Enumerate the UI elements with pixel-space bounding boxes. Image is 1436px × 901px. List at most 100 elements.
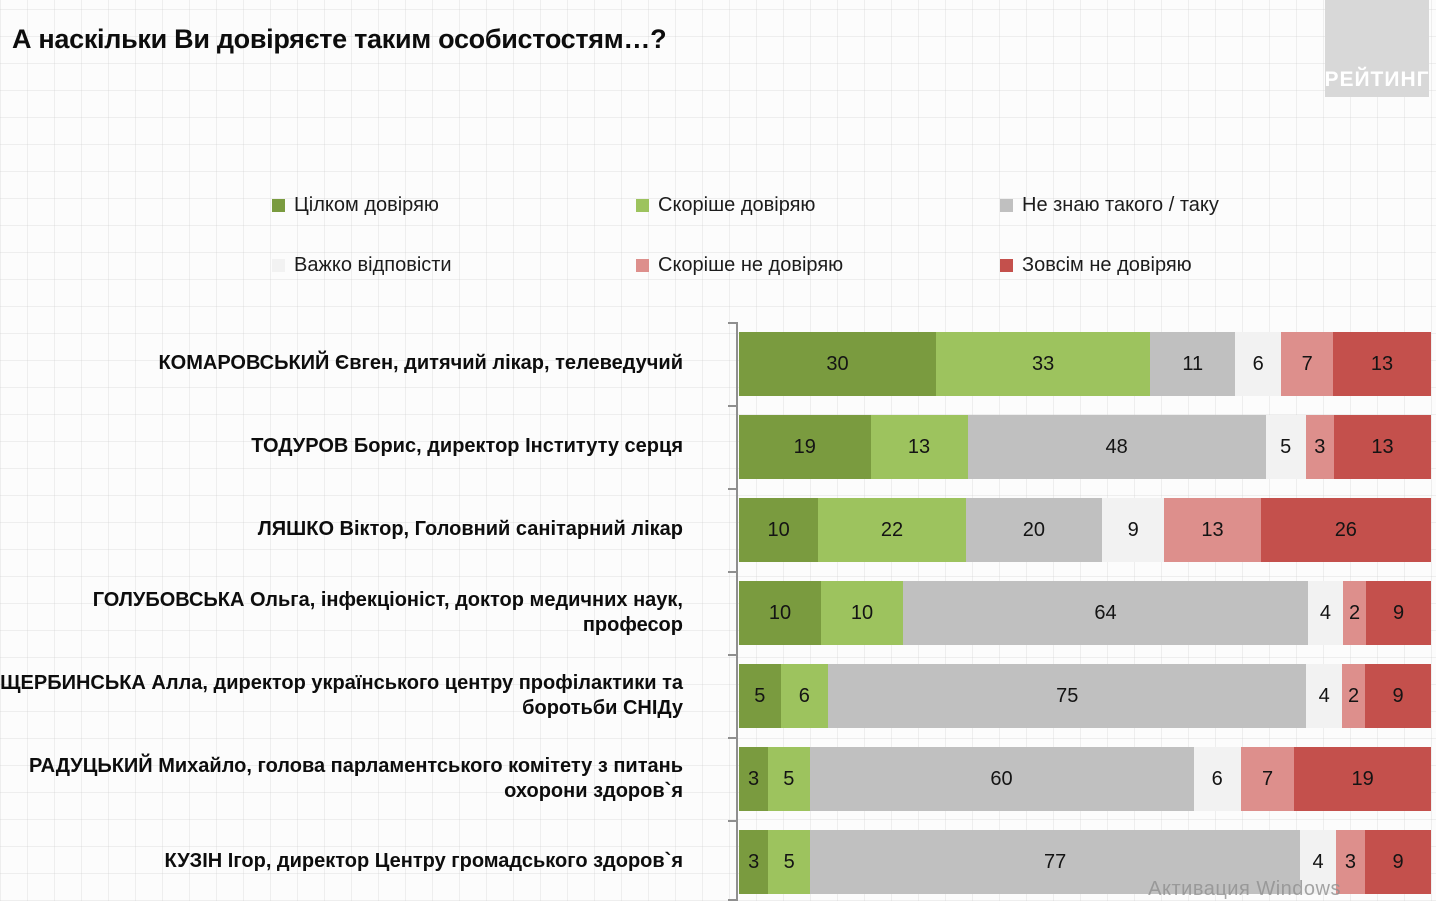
legend-label: Зовсім не довіряю <box>1022 254 1192 276</box>
axis-tick <box>728 737 736 739</box>
bar-segment: 10 <box>821 580 904 645</box>
bar-value-label: 2 <box>1347 684 1360 707</box>
bar-value-label: 9 <box>1392 684 1404 707</box>
category-label: ТОДУРОВ Борис, директор Інституту серця <box>251 435 683 457</box>
chart-title: А наскільки Ви довіряєте таким особистос… <box>12 24 667 54</box>
bar-value-label: 4 <box>1312 850 1324 873</box>
chart-row: ТОДУРОВ Борис, директор Інституту серця 1… <box>0 405 1436 488</box>
bar-segment: 13 <box>1333 331 1431 396</box>
bar-value-label: 6 <box>798 684 810 707</box>
bar-value-label: 4 <box>1318 684 1330 707</box>
category-label: КОМАРОВСЬКИЙ Євген, дитячий лікар, телев… <box>158 352 683 374</box>
bar-value-label: 77 <box>1043 850 1067 873</box>
bar-value-label: 7 <box>1301 352 1313 375</box>
bar-segment: 6 <box>780 663 829 728</box>
category-label: ГОЛУБОВСЬКА Ольга, інфекціоніст, доктор … <box>92 588 683 636</box>
axis-tick <box>728 571 736 573</box>
category-label: ЩЕРБИНСЬКА Алла, директор українського ц… <box>0 671 683 719</box>
bar-segment: 9 <box>1365 663 1431 728</box>
bar-value-label: 26 <box>1334 518 1357 541</box>
legend-swatch <box>272 199 285 212</box>
legend-swatch <box>272 259 285 272</box>
bar-value-label: 5 <box>783 767 795 790</box>
bar-value-label: 3 <box>748 767 760 790</box>
chart-row: ЩЕРБИНСЬКА Алла, директор українського ц… <box>0 654 1436 737</box>
bar-value-label: 3 <box>1314 435 1326 458</box>
value-axis-line <box>736 322 738 901</box>
bar-segment: 19 <box>1294 746 1431 811</box>
legend-label: Скоріше не довіряю <box>658 254 844 276</box>
bar-segment: 20 <box>965 497 1102 562</box>
bar-value-label: 9 <box>1392 850 1404 873</box>
bar-value-label: 13 <box>1201 518 1224 541</box>
bar-value-label: 5 <box>783 850 795 873</box>
bar-value-label: 48 <box>1105 435 1128 458</box>
legend-item: Важко відповісти <box>272 254 636 277</box>
bar-segment: 26 <box>1260 497 1431 562</box>
chart-row: КУЗІН Ігор, директор Центру громадського… <box>0 820 1436 901</box>
axis-tick <box>728 322 736 324</box>
bar-segment: 11 <box>1150 331 1236 396</box>
bar-segment: 10 <box>739 580 822 645</box>
chart-row: КОМАРОВСЬКИЙ Євген, дитячий лікар, телев… <box>0 322 1436 405</box>
bar-segment: 4 <box>1306 663 1342 728</box>
bar-segment: 9 <box>1366 580 1431 645</box>
legend-label: Не знаю такого / таку <box>1022 194 1219 216</box>
bar-value-label: 10 <box>768 601 792 624</box>
legend-item: Скоріше не довіряю <box>636 254 1000 277</box>
axis-tick <box>728 405 736 407</box>
axis-tick <box>728 488 736 490</box>
bar-value-label: 10 <box>850 601 874 624</box>
category-label: РАДУЦЬКИЙ Михайло, голова парламентськог… <box>29 754 683 802</box>
bar-segment: 3 <box>1305 414 1334 479</box>
bar-value-label: 3 <box>1344 850 1357 873</box>
bar-value-label: 22 <box>880 518 904 541</box>
bar-segment: 2 <box>1342 580 1367 645</box>
bar-segment: 4 <box>1307 580 1343 645</box>
axis-tick <box>728 654 736 656</box>
bar-segment: 3 <box>739 746 769 811</box>
bar-value-label: 13 <box>1370 352 1394 375</box>
bar-value-label: 13 <box>907 435 931 458</box>
bar-segment: 2 <box>1341 663 1366 728</box>
axis-tick <box>728 899 736 901</box>
bar-segment: 7 <box>1281 331 1334 396</box>
bar-value-label: 4 <box>1319 601 1332 624</box>
bar-value-label: 30 <box>826 352 849 375</box>
bar-track: 10 22 20 9 13 26 <box>739 497 1431 562</box>
bar-value-label: 19 <box>1351 767 1374 790</box>
legend-label: Важко відповісти <box>294 254 452 276</box>
bar-segment: 13 <box>870 414 968 479</box>
bar-value-label: 13 <box>1371 435 1394 458</box>
windows-activation-watermark: Активация Windows <box>1148 878 1341 900</box>
legend-label: Цілком довіряю <box>294 194 439 216</box>
category-label: ЛЯШКО Віктор, Головний санітарний лікар <box>257 518 683 540</box>
legend-item: Скоріше довіряю <box>636 194 1000 217</box>
bar-segment: 5 <box>739 663 781 728</box>
bar-segment: 19 <box>739 414 871 479</box>
legend-item: Не знаю такого / таку <box>1000 194 1364 217</box>
bar-segment: 60 <box>809 746 1194 811</box>
bar-track: 10 10 64 4 2 9 <box>739 580 1431 645</box>
bar-segment: 33 <box>935 331 1151 396</box>
bar-value-label: 2 <box>1348 601 1361 624</box>
bar-track: 19 13 48 5 3 13 <box>739 414 1431 479</box>
bar-segment: 5 <box>768 746 810 811</box>
bar-value-label: 20 <box>1022 518 1045 541</box>
legend-item: Зовсім не довіряю <box>1000 254 1364 277</box>
axis-tick <box>728 820 736 822</box>
bar-segment: 77 <box>809 829 1301 894</box>
bar-value-label: 75 <box>1056 684 1079 707</box>
bar-value-label: 5 <box>1280 435 1292 458</box>
bar-track: 3 5 77 4 3 9 <box>739 829 1431 894</box>
bar-segment: 30 <box>739 331 936 396</box>
bar-segment: 75 <box>828 663 1307 728</box>
bar-value-label: 3 <box>748 850 760 873</box>
chart-rows: КОМАРОВСЬКИЙ Євген, дитячий лікар, телев… <box>0 322 1436 901</box>
bar-value-label: 9 <box>1127 518 1139 541</box>
bar-track: 30 33 11 6 7 13 <box>739 331 1431 396</box>
chart-row: РАДУЦЬКИЙ Михайло, голова парламентськог… <box>0 737 1436 820</box>
bar-segment: 48 <box>967 414 1266 479</box>
bar-segment: 4 <box>1300 829 1336 894</box>
